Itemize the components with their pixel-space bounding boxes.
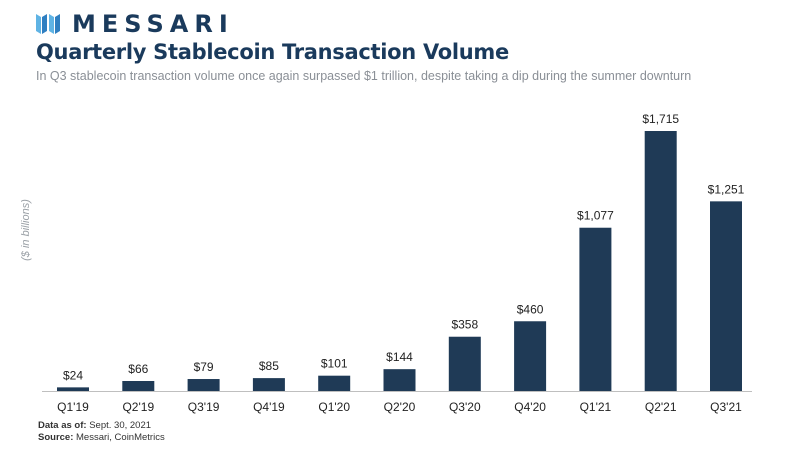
bar (57, 387, 89, 391)
bar (252, 378, 285, 391)
chart-subtitle: In Q3 stablecoin transaction volume once… (36, 69, 692, 83)
bar (318, 375, 351, 391)
data-label: $1,251 (708, 182, 745, 196)
messari-logo-icon (36, 14, 60, 34)
bar (514, 321, 547, 391)
data-label: $101 (321, 357, 348, 371)
data-as-of-note: Data as of: Sept. 30, 2021 (38, 420, 151, 431)
source-label: Source: (38, 432, 74, 443)
data-label: $24 (63, 368, 83, 382)
data-label: $460 (517, 302, 544, 316)
source-value: Messari, CoinMetrics (76, 432, 165, 443)
x-tick-label: Q3'21 (710, 400, 742, 414)
data-label: $358 (451, 318, 478, 332)
x-tick-label: Q2'20 (384, 400, 416, 414)
bar (122, 380, 155, 391)
chart-title: Quarterly Stablecoin Transaction Volume (36, 40, 509, 64)
data-label: $144 (386, 350, 413, 364)
data-as-of-value: Sept. 30, 2021 (89, 420, 152, 431)
x-tick-label: Q2'21 (645, 400, 677, 414)
data-label: $66 (128, 362, 148, 376)
x-tick-label: Q3'20 (449, 400, 481, 414)
x-tick-label: Q1'21 (580, 400, 612, 414)
bar (187, 379, 220, 391)
data-label: $1,715 (642, 112, 679, 126)
x-tick-label: Q3'19 (188, 400, 220, 414)
messari-logo: MESSARI (36, 12, 234, 36)
bar (383, 369, 416, 391)
bar (448, 336, 481, 391)
data-label: $85 (259, 359, 279, 373)
data-label: $1,077 (577, 209, 614, 223)
x-tick-label: Q1'20 (318, 400, 350, 414)
x-tick-label: Q4'20 (514, 400, 546, 414)
source-note: Source: Messari, CoinMetrics (38, 432, 165, 443)
bar (579, 227, 612, 391)
bar (710, 201, 742, 391)
data-label: $79 (194, 360, 214, 374)
data-as-of-label: Data as of: (38, 420, 87, 431)
x-tick-label: Q1'19 (57, 400, 89, 414)
bar (644, 131, 677, 391)
x-tick-label: Q4'19 (253, 400, 285, 414)
x-tick-label: Q2'19 (122, 400, 154, 414)
messari-logo-text: MESSARI (72, 10, 234, 38)
